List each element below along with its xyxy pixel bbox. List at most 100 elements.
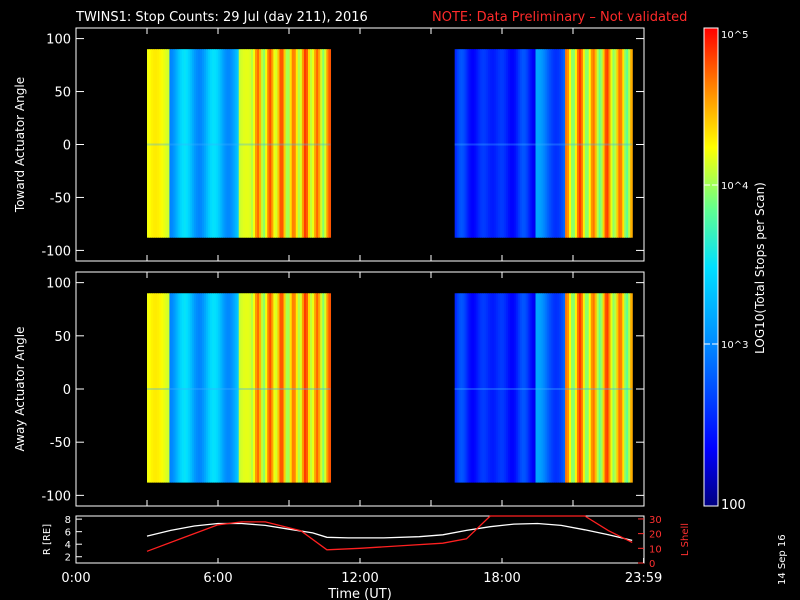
heatmap-column [484, 293, 487, 483]
toward-angle-panel: 100 50 0 -50 -100 Toward Actuator Angle [13, 27, 645, 262]
heatmap-column [557, 293, 560, 483]
heatmap-column [549, 293, 552, 483]
r-tick-label: 8 [65, 515, 71, 526]
heatmap-column [624, 49, 627, 238]
heatmap-column [620, 293, 623, 483]
heatmap-column [187, 293, 191, 483]
heatmap-column [202, 293, 205, 483]
heatmap-column [602, 293, 606, 483]
zero-angle-stripe [147, 143, 331, 146]
heatmap-column [238, 49, 242, 238]
heatmap-column [527, 293, 531, 483]
heatmap-column [257, 293, 260, 483]
heatmap-column [511, 49, 515, 238]
heatmap-column [277, 49, 281, 238]
heatmap-column [285, 293, 289, 483]
heatmap-column [326, 49, 329, 238]
heatmap-column [267, 49, 270, 238]
heatmap-column [551, 49, 554, 238]
heatmap-column [592, 293, 596, 483]
heatmap-column [163, 293, 166, 483]
heatmap-column [157, 293, 160, 483]
colorbar-tick-1e3: 10^3 [721, 340, 748, 351]
heatmap-column [234, 293, 238, 483]
heatmap-column [496, 49, 499, 238]
heatmap-column [456, 49, 460, 238]
heatmap-column [573, 49, 576, 238]
r-tick-label: 4 [65, 540, 71, 551]
chart-title: TWINS1: Stop Counts: 29 Jul (day 211), 2… [75, 10, 368, 25]
heatmap-column [630, 49, 633, 238]
heatmap-column [543, 49, 546, 238]
heatmap-column [328, 293, 332, 483]
heatmap-column [234, 49, 238, 238]
heatmap-column [606, 49, 610, 238]
heatmap-column [574, 49, 578, 238]
heatmap-column [208, 49, 211, 238]
heatmap-column [149, 49, 152, 238]
heatmap-column [271, 49, 274, 238]
lshell-series-line [146, 515, 633, 552]
heatmap-column [557, 49, 560, 238]
heatmap-column [212, 49, 215, 238]
heatmap-column [616, 293, 619, 483]
heatmap-column [312, 293, 315, 483]
heatmap-column [553, 293, 556, 483]
heatmap-column [488, 293, 491, 483]
heatmap-column [596, 293, 600, 483]
heatmap-column [318, 49, 321, 238]
heatmap-column [206, 293, 209, 483]
heatmap-column [559, 49, 562, 238]
heatmap-column [153, 49, 156, 238]
heatmap-column [482, 49, 485, 238]
zero-angle-stripe [454, 388, 633, 390]
heatmap-column [312, 49, 315, 238]
zero-angle-stripe [147, 388, 331, 390]
heatmap-block [147, 49, 332, 238]
heatmap-column [466, 293, 470, 483]
heatmap-column [480, 49, 483, 238]
heatmap-column [563, 293, 566, 483]
heatmap-column [588, 49, 592, 238]
heatmap-column [478, 293, 481, 483]
heatmap-column [242, 49, 246, 238]
heatmap-column [232, 293, 236, 483]
heatmap-column [527, 49, 531, 238]
heatmap-column [474, 293, 477, 483]
heatmap-column [529, 49, 533, 238]
heatmap-column [320, 293, 323, 483]
heatmap-column [586, 293, 590, 483]
heatmap-column [600, 49, 604, 238]
heatmap-column [505, 293, 509, 483]
heatmap-column [584, 49, 588, 238]
heatmap-column [456, 293, 460, 483]
heatmap-column [236, 49, 240, 238]
heatmap-column [494, 293, 497, 483]
heatmap-column [517, 293, 521, 483]
heatmap-column [218, 49, 221, 238]
heatmap-column [159, 49, 162, 238]
y-axis-label: Away Actuator Angle [13, 326, 27, 451]
heatmap-column [179, 49, 183, 238]
heatmap-column [468, 49, 472, 238]
heatmap-column [167, 293, 171, 483]
heatmap-column [275, 49, 279, 238]
heatmap-column [574, 293, 578, 483]
heatmap-column [169, 293, 173, 483]
heatmap-column [571, 49, 574, 238]
heatmap-column [458, 49, 462, 238]
heatmap-column [482, 293, 485, 483]
away-angle-panel: 100 50 0 -50 -100 Away Actuator Angle [13, 271, 645, 507]
heatmap-column [580, 49, 584, 238]
date-stamp: 14 Sep 16 [777, 534, 788, 585]
heatmap-column [230, 293, 234, 483]
heatmap-column [291, 293, 295, 483]
heatmap-column [598, 49, 602, 238]
heatmap-column [155, 49, 158, 238]
heatmap-column [464, 49, 468, 238]
heatmap-column [279, 49, 283, 238]
y-tick-label: 100 [46, 277, 71, 292]
heatmap-column [169, 49, 173, 238]
heatmap-column [614, 49, 617, 238]
heatmap-column [486, 49, 489, 238]
